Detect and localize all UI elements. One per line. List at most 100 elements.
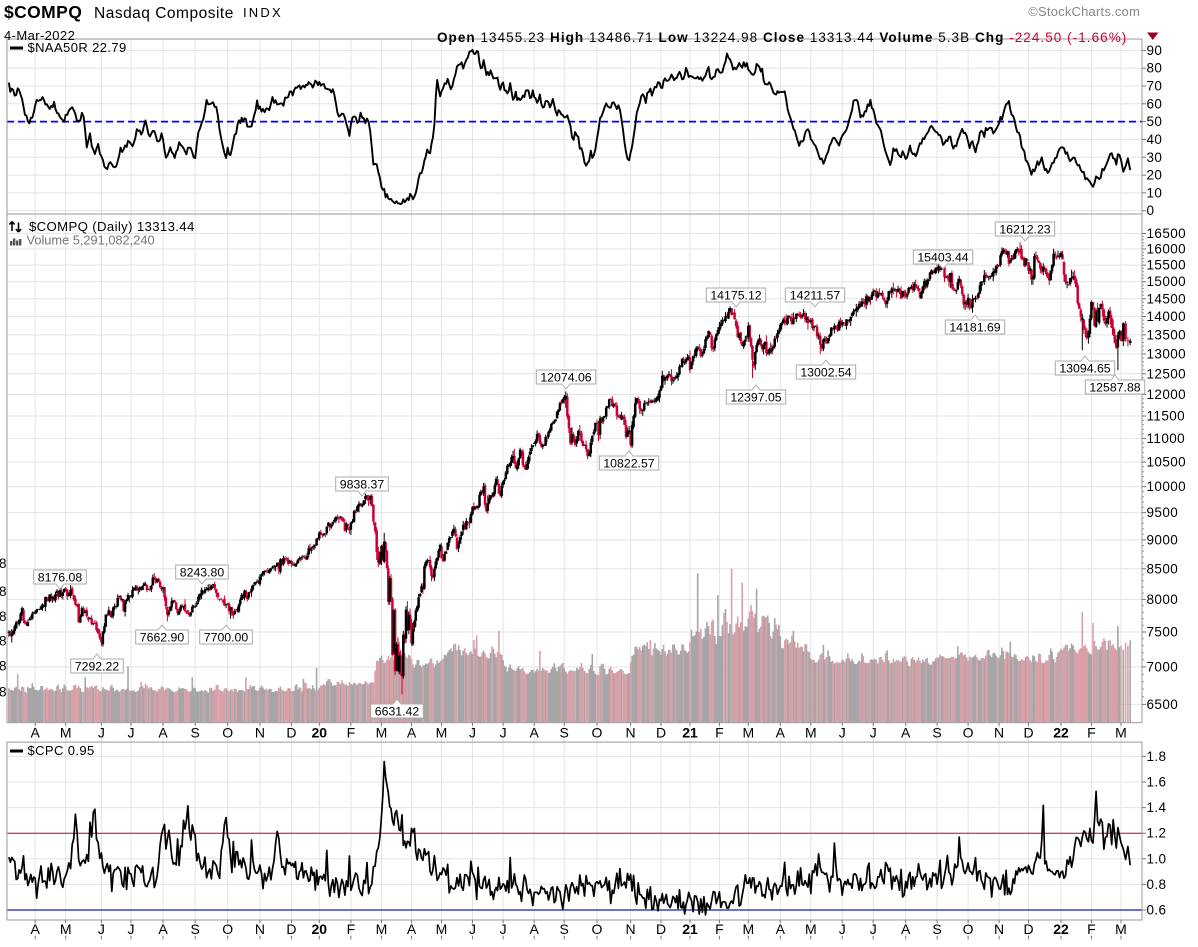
svg-text:O: O	[222, 921, 233, 937]
svg-text:$CPC 0.95: $CPC 0.95	[28, 743, 95, 758]
svg-text:J: J	[839, 921, 846, 937]
svg-text:J: J	[839, 725, 846, 741]
svg-text:8: 8	[0, 556, 7, 571]
svg-text:J: J	[128, 921, 135, 937]
svg-text:J: J	[469, 921, 476, 937]
svg-text:8243.80: 8243.80	[180, 565, 225, 579]
svg-text:S: S	[932, 725, 941, 741]
svg-text:7700.00: 7700.00	[204, 630, 249, 644]
svg-text:0.8: 0.8	[1147, 877, 1167, 892]
svg-text:J: J	[98, 725, 105, 741]
svg-text:8: 8	[0, 584, 7, 599]
svg-text:12074.06: 12074.06	[540, 370, 591, 384]
svg-text:12000: 12000	[1147, 387, 1187, 402]
svg-text:F: F	[347, 725, 356, 741]
svg-text:14211.57: 14211.57	[790, 288, 841, 302]
svg-text:D: D	[1023, 921, 1033, 937]
svg-text:6500: 6500	[1147, 697, 1179, 712]
svg-text:M: M	[436, 921, 448, 937]
svg-text:16000: 16000	[1147, 242, 1187, 257]
svg-text:6631.42: 6631.42	[375, 704, 420, 718]
svg-text:S: S	[191, 921, 200, 937]
svg-text:30: 30	[1147, 150, 1163, 165]
svg-text:D: D	[656, 921, 666, 937]
svg-text:O: O	[592, 921, 603, 937]
svg-text:13000: 13000	[1147, 347, 1187, 362]
svg-text:14500: 14500	[1147, 291, 1187, 306]
svg-text:1.6: 1.6	[1147, 775, 1167, 790]
svg-text:F: F	[1087, 921, 1096, 937]
svg-text:10000: 10000	[1147, 479, 1187, 494]
svg-text:M: M	[436, 725, 448, 741]
svg-text:8: 8	[0, 609, 7, 624]
svg-text:F: F	[715, 725, 724, 741]
svg-text:Open 13455.23 High 13486.71 Lo: Open 13455.23 High 13486.71 Low 13224.98…	[437, 30, 1127, 45]
svg-text:15000: 15000	[1147, 274, 1187, 289]
svg-text:A: A	[158, 921, 168, 937]
svg-text:M: M	[1115, 921, 1127, 937]
svg-text:D: D	[1023, 725, 1033, 741]
svg-text:D: D	[286, 725, 296, 741]
svg-text:0.6: 0.6	[1147, 903, 1167, 918]
svg-text:10822.57: 10822.57	[603, 456, 654, 470]
svg-text:N: N	[994, 725, 1004, 741]
svg-text:A: A	[776, 725, 786, 741]
svg-text:A: A	[901, 921, 911, 937]
svg-text:F: F	[1087, 725, 1096, 741]
svg-text:A: A	[31, 921, 41, 937]
svg-text:$COMPQ (Daily) 13313.44: $COMPQ (Daily) 13313.44	[29, 219, 195, 234]
svg-text:8: 8	[0, 659, 7, 674]
svg-text:10500: 10500	[1147, 455, 1187, 470]
svg-text:J: J	[500, 921, 507, 937]
svg-text:Volume 5,291,082,240: Volume 5,291,082,240	[27, 233, 155, 248]
svg-text:M: M	[805, 921, 817, 937]
svg-text:A: A	[31, 725, 41, 741]
svg-text:13002.54: 13002.54	[800, 365, 851, 379]
svg-text:9838.37: 9838.37	[340, 477, 385, 491]
svg-text:13094.65: 13094.65	[1059, 361, 1110, 375]
svg-text:1.2: 1.2	[1147, 826, 1167, 841]
svg-text:O: O	[963, 921, 974, 937]
svg-text:21: 21	[682, 725, 698, 741]
svg-text:A: A	[158, 725, 168, 741]
svg-text:J: J	[128, 725, 135, 741]
svg-text:O: O	[963, 725, 974, 741]
svg-text:16212.23: 16212.23	[999, 222, 1050, 236]
svg-text:N: N	[626, 921, 636, 937]
svg-text:M: M	[805, 725, 817, 741]
svg-text:1.4: 1.4	[1147, 800, 1167, 815]
svg-text:0: 0	[1147, 203, 1155, 218]
svg-text:21: 21	[682, 921, 698, 937]
svg-text:8: 8	[0, 634, 7, 649]
svg-text:11000: 11000	[1147, 431, 1186, 446]
svg-text:A: A	[530, 921, 540, 937]
svg-text:8: 8	[0, 685, 7, 700]
svg-text:S: S	[560, 725, 569, 741]
svg-text:22: 22	[1053, 921, 1069, 937]
svg-text:14175.12: 14175.12	[710, 288, 761, 302]
svg-text:8500: 8500	[1147, 561, 1179, 576]
svg-text:12397.05: 12397.05	[730, 390, 781, 404]
svg-text:7292.22: 7292.22	[75, 659, 120, 673]
svg-text:14000: 14000	[1147, 309, 1187, 324]
svg-text:D: D	[656, 725, 666, 741]
svg-text:J: J	[98, 921, 105, 937]
svg-text:11500: 11500	[1147, 409, 1186, 424]
svg-text:13500: 13500	[1147, 327, 1187, 342]
svg-text:A: A	[530, 725, 540, 741]
svg-text:S: S	[560, 921, 569, 937]
svg-text:J: J	[469, 725, 476, 741]
svg-text:40: 40	[1147, 132, 1163, 147]
svg-text:8000: 8000	[1147, 592, 1179, 607]
svg-text:N: N	[994, 921, 1004, 937]
svg-text:©StockCharts.com: ©StockCharts.com	[1028, 4, 1140, 19]
svg-text:12500: 12500	[1147, 366, 1187, 381]
svg-text:M: M	[60, 725, 72, 741]
svg-text:10: 10	[1147, 185, 1163, 200]
svg-text:A: A	[407, 921, 417, 937]
svg-text:N: N	[255, 725, 265, 741]
svg-text:1.0: 1.0	[1147, 851, 1167, 866]
svg-text:F: F	[715, 921, 724, 937]
svg-text:O: O	[222, 725, 233, 741]
svg-text:Nasdaq Composite: Nasdaq Composite	[94, 5, 234, 22]
